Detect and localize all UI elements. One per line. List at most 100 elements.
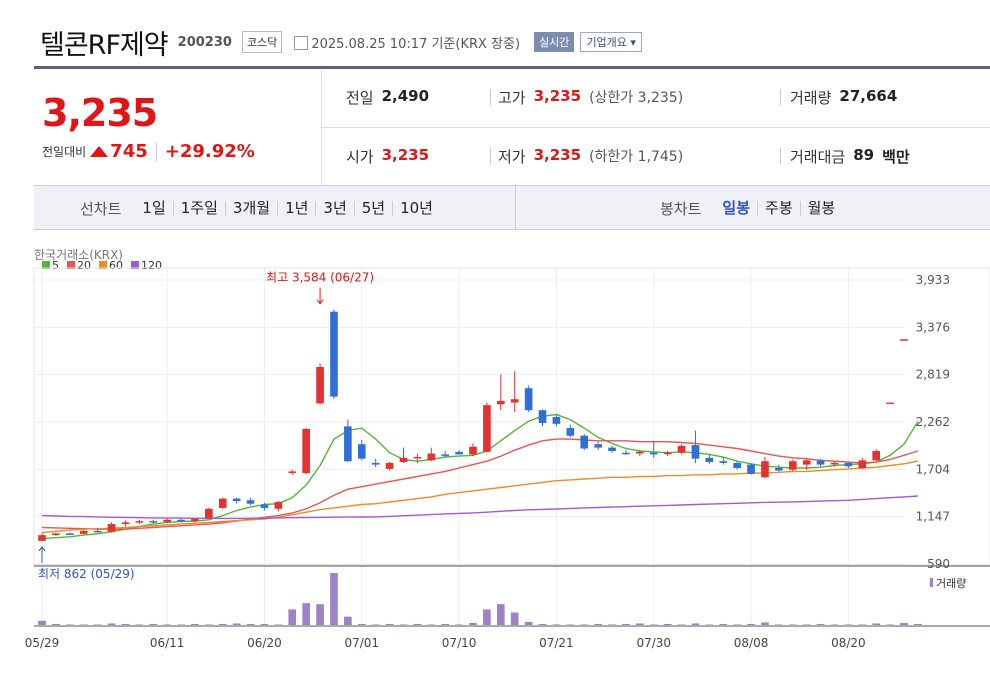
tab-line-3[interactable]: 1년 (277, 201, 315, 216)
divider (34, 66, 990, 69)
volume-bar (761, 622, 769, 625)
volume-bar (357, 623, 366, 625)
candle-body (385, 462, 394, 469)
volume-bar (775, 624, 783, 625)
volume-bar (302, 603, 310, 625)
x-tick-label: 07/10 (442, 636, 477, 650)
realtime-button[interactable]: 실시간 (534, 32, 575, 52)
volume-bar (622, 623, 630, 625)
candle-body (622, 452, 630, 455)
volume-bar (371, 624, 380, 625)
candle-body (79, 530, 88, 534)
candle-body (357, 444, 366, 459)
price-change: 전일대비 745 +29.92% (42, 141, 255, 162)
candle-body (816, 460, 825, 465)
volume-bar (191, 623, 199, 625)
candle-body (371, 462, 380, 465)
legend-swatch (42, 261, 50, 269)
line-chart-tabs: 선차트 1일 1주일 3개월 1년 3년 5년 10년 (80, 198, 440, 219)
high-annotation: 최고 3,584 (06/27) (266, 271, 374, 285)
legend-swatch (99, 261, 107, 269)
volume-bar (385, 623, 394, 625)
volume-bar (246, 623, 255, 625)
volume-bar (524, 621, 533, 625)
volume-bar (844, 624, 853, 625)
volume-bar (677, 624, 686, 625)
volume-bar (483, 609, 491, 625)
volume-label: 거래량 (790, 89, 832, 107)
tab-line-4[interactable]: 3년 (315, 201, 353, 216)
candle-body (93, 530, 102, 533)
candle-body (163, 519, 171, 522)
low-arrow-head (38, 546, 46, 552)
candle-body (538, 410, 547, 423)
candle-body (469, 446, 477, 455)
tab-candle-1[interactable]: 주봉 (757, 201, 800, 216)
volume-bar (636, 623, 644, 625)
x-tick-label: 07/01 (344, 636, 379, 650)
volume-bar (107, 623, 116, 625)
candle-body (594, 444, 602, 448)
x-tick-label: 06/20 (247, 636, 282, 650)
volume-bar (705, 624, 714, 625)
x-tick-label: 07/30 (636, 636, 671, 650)
change-amount: 745 (110, 141, 148, 162)
candle-body (663, 452, 672, 455)
high-value: 3,235 (533, 87, 582, 105)
candle-body (733, 462, 741, 469)
volume-bar (413, 623, 422, 625)
open-value: 3,235 (381, 146, 430, 164)
candle-body (232, 498, 241, 502)
candle-body (38, 535, 46, 541)
candle-body (413, 456, 422, 459)
volume-bar (205, 624, 213, 625)
current-price: 3,235 (42, 91, 158, 135)
volume-bar (38, 620, 46, 625)
ma-line-5 (41, 413, 919, 540)
change-label: 전일대비 (42, 145, 87, 159)
volume-bar (232, 623, 241, 625)
ma-legend: 5 20 60 120 (42, 259, 162, 272)
volume-bar (830, 624, 839, 625)
tab-line-0[interactable]: 1일 (142, 199, 166, 217)
candle-body (274, 501, 283, 509)
candle-body (260, 504, 269, 508)
candle-body (872, 451, 881, 461)
open-label: 시가 (346, 148, 374, 166)
company-overview-dropdown[interactable]: 기업개요 ▾ (580, 32, 642, 52)
volume-bar (538, 623, 547, 625)
candle-chart-tabs: 봉차트 일봉 주봉 월봉 (660, 198, 842, 219)
volume-legend-swatch (930, 578, 933, 587)
volume-bar (580, 624, 589, 625)
volume-bar (747, 623, 755, 625)
candle-body (788, 461, 797, 470)
tab-line-6[interactable]: 10년 (392, 201, 440, 216)
calendar-icon (294, 35, 309, 50)
volume-bar (399, 624, 408, 625)
candle-body (858, 460, 867, 469)
x-tick-label: 08/08 (734, 636, 769, 650)
candle-body (288, 471, 297, 474)
legend-item-5: 5 (42, 259, 59, 272)
volume-bar (858, 624, 867, 625)
stock-name: 텔콘RF제약 (40, 29, 169, 61)
quote-stats: 전일 2,490 고가 3,235 (상한가 3,235) 거래량 27,664 시가 3… (322, 69, 990, 185)
tab-line-2[interactable]: 3개월 (224, 201, 277, 216)
prev-close-value: 2,490 (381, 87, 430, 105)
volume-value: 27,664 (839, 87, 898, 105)
candle-body (496, 400, 505, 405)
candle-body (844, 462, 853, 467)
volume-bar (65, 624, 74, 625)
candle-body (344, 426, 352, 462)
volume-bar (455, 624, 463, 625)
candle-body (441, 454, 450, 456)
tab-line-5[interactable]: 5년 (353, 201, 392, 216)
volume-bar (719, 623, 728, 625)
candle-body (316, 366, 324, 404)
tab-candle-0[interactable]: 일봉 (722, 199, 751, 217)
volume-bar (649, 624, 658, 625)
tab-line-1[interactable]: 1주일 (172, 201, 225, 216)
high-arrow-head (316, 299, 324, 305)
tab-candle-2[interactable]: 월봉 (799, 201, 843, 216)
volume-bar (608, 624, 616, 625)
